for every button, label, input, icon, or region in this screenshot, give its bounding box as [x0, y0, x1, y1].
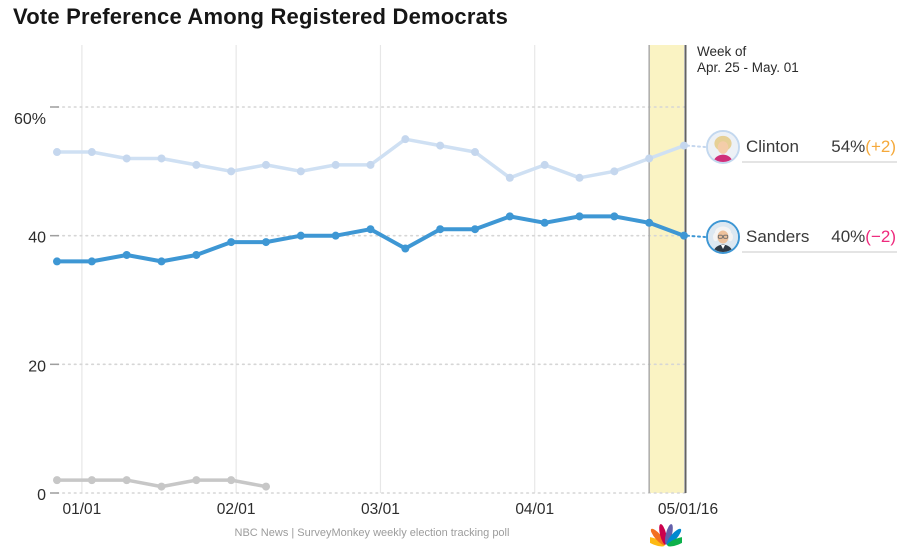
sanders-legend-connector	[686, 234, 706, 238]
y-axis-label: 60%	[14, 111, 46, 128]
clinton-point[interactable]	[401, 135, 410, 144]
sanders-point[interactable]	[122, 250, 131, 259]
sanders-point[interactable]	[680, 231, 688, 240]
sanders-point[interactable]	[540, 218, 549, 227]
clinton-point[interactable]	[296, 167, 305, 176]
sanders-point[interactable]	[331, 231, 340, 240]
sanders-photo-icon	[708, 222, 738, 252]
highlight-band	[649, 45, 684, 493]
y-axis-label: 20	[28, 358, 46, 375]
sanders-point[interactable]	[192, 250, 201, 259]
sanders-point[interactable]	[157, 257, 166, 266]
clinton-point[interactable]	[262, 160, 270, 169]
sanders-point[interactable]	[436, 225, 445, 234]
sanders-point[interactable]	[401, 244, 410, 253]
sanders-point[interactable]	[610, 212, 619, 221]
sanders-point[interactable]	[227, 238, 236, 247]
clinton-point[interactable]	[366, 160, 375, 169]
sanders-point[interactable]	[366, 225, 375, 234]
y-axis-label: 0	[37, 487, 46, 504]
sanders-line	[55, 214, 686, 264]
clinton-point[interactable]	[505, 173, 514, 182]
sanders-point[interactable]	[87, 257, 96, 266]
omalley-point[interactable]	[122, 476, 131, 485]
legend-delta-clinton: (+2)	[865, 137, 896, 156]
annotation-line2: Apr. 25 - May. 01	[697, 60, 799, 75]
clinton-point[interactable]	[645, 154, 654, 163]
clinton-point[interactable]	[610, 167, 619, 176]
sanders-point[interactable]	[575, 212, 584, 221]
clinton-point[interactable]	[157, 154, 166, 163]
nbc-peacock-logo	[650, 524, 682, 547]
clinton-point[interactable]	[53, 148, 61, 157]
y-axis-label: 40	[28, 230, 46, 247]
clinton-point[interactable]	[87, 148, 96, 157]
omalley-point[interactable]	[227, 476, 236, 485]
legend-name-sanders: Sanders	[746, 227, 810, 246]
chart-title: Vote Preference Among Registered Democra…	[13, 4, 508, 29]
highlight-annotation: Week of Apr. 25 - May. 01	[697, 44, 799, 76]
sanders-point[interactable]	[505, 212, 514, 221]
x-axis-label: 05/01/16	[658, 501, 718, 518]
legend-item-sanders[interactable]: Sanders 40% (−2)	[706, 219, 897, 255]
clinton-point[interactable]	[122, 154, 131, 163]
clinton-point[interactable]	[471, 148, 479, 157]
omalley-point[interactable]	[192, 476, 201, 485]
omalley-point[interactable]	[53, 476, 61, 485]
clinton-point[interactable]	[227, 167, 236, 176]
legend-item-clinton[interactable]: Clinton 54% (+2)	[706, 129, 897, 165]
clinton-legend-connector	[686, 144, 706, 148]
clinton-point[interactable]	[540, 160, 549, 169]
sanders-point[interactable]	[53, 257, 61, 266]
legend-underline	[742, 251, 897, 253]
clinton-point[interactable]	[680, 141, 688, 150]
legend-delta-sanders: (−2)	[865, 227, 896, 246]
sanders-point[interactable]	[296, 231, 305, 240]
x-axis-label: 03/01	[361, 501, 400, 518]
legend-name-clinton: Clinton	[746, 137, 799, 156]
clinton-photo-icon	[708, 132, 738, 162]
sanders-point[interactable]	[262, 238, 270, 247]
clinton-point[interactable]	[331, 160, 340, 169]
annotation-line1: Week of	[697, 44, 747, 59]
x-axis-label: 02/01	[217, 501, 256, 518]
sanders-point[interactable]	[645, 218, 654, 227]
clinton-point[interactable]	[436, 141, 445, 150]
x-axis-label: 01/01	[62, 501, 101, 518]
legend-value-sanders: 40%	[831, 227, 866, 246]
omalley-point[interactable]	[157, 482, 166, 491]
clinton-line	[55, 137, 686, 180]
clinton-avatar	[706, 130, 740, 164]
omalley-point[interactable]	[262, 482, 270, 491]
clinton-point[interactable]	[192, 160, 201, 169]
sanders-point[interactable]	[471, 225, 479, 234]
sanders-avatar	[706, 220, 740, 254]
clinton-point[interactable]	[575, 173, 584, 182]
omalley-point[interactable]	[87, 476, 96, 485]
x-axis-label: 04/01	[515, 501, 554, 518]
legend-underline	[742, 161, 897, 163]
source-attribution: NBC News | SurveyMonkey weekly election …	[234, 527, 510, 539]
legend-value-clinton: 54%	[831, 137, 866, 156]
